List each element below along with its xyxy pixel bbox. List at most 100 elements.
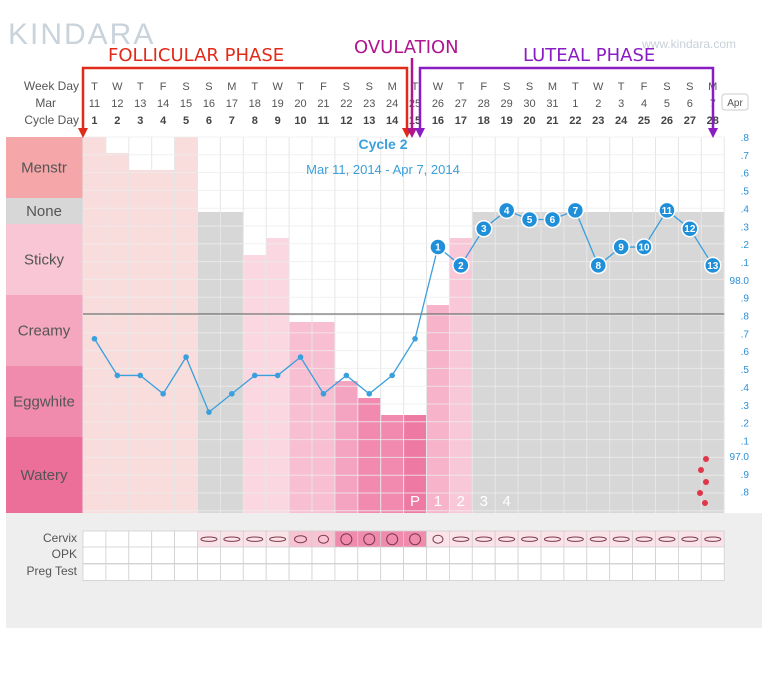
fluid-bar <box>220 212 244 513</box>
bottom-cell <box>448 546 473 564</box>
period-marker: 2 <box>457 493 465 510</box>
bottom-cell <box>128 530 153 548</box>
bottom-cell <box>265 546 290 564</box>
date-cell: 12 <box>111 98 123 110</box>
date-cell: 5 <box>664 98 670 110</box>
bottom-cell <box>403 563 427 581</box>
date-cell: 24 <box>386 98 398 110</box>
temperature-point <box>91 335 98 342</box>
temp-tick-label: .1 <box>741 436 750 447</box>
bottom-cell <box>151 546 175 564</box>
bottom-cell <box>678 563 702 581</box>
luteal-arrow-left <box>415 128 425 138</box>
fluid-bar <box>655 212 679 513</box>
bottom-cell <box>174 530 198 548</box>
date-cell: 19 <box>272 98 284 110</box>
row-band-sticky <box>6 224 83 295</box>
fluid-bar <box>609 212 633 513</box>
cervix-closed-icon <box>498 536 516 542</box>
cycle-day-cell: 2 <box>114 115 120 127</box>
cycle-day-cell: 1 <box>91 115 97 127</box>
temperature-point <box>543 210 562 229</box>
fluid-bar <box>174 137 198 513</box>
bottom-cell <box>517 546 542 564</box>
cycle-day-cell: 8 <box>252 115 258 127</box>
luteal-bracket <box>418 66 715 130</box>
bottom-cell <box>563 546 588 564</box>
bottom-cell <box>311 563 336 581</box>
temp-tick-label: .7 <box>741 151 750 162</box>
fluid-bar <box>632 212 656 513</box>
cycle-date-range: Mar 11, 2014 - Apr 7, 2014 <box>306 162 460 177</box>
cycle-day-cell: 27 <box>684 115 696 127</box>
temperature-point <box>658 201 676 220</box>
bottom-cell <box>380 546 405 564</box>
temp-tick-label: .8 <box>741 312 750 323</box>
temp-tick-label: .2 <box>741 419 750 430</box>
fluid-bar <box>357 398 381 513</box>
fluid-bar <box>472 212 496 513</box>
header-label-block <box>6 75 83 137</box>
temperature-point <box>343 372 350 379</box>
watermark-url: www.kindara.com <box>642 37 737 51</box>
bottom-row-label: Preg Test <box>27 564 78 578</box>
cycle-day-cell: 12 <box>340 115 352 127</box>
cervix-closed-icon <box>543 536 561 542</box>
temp-tick-label: 98.0 <box>730 276 750 287</box>
cycle-day-cell: 3 <box>137 115 143 127</box>
weekday-cell: M <box>388 81 397 93</box>
cycle-day-cell: 21 <box>546 115 558 127</box>
bottom-cell <box>494 546 519 564</box>
cervix-closed-icon <box>200 536 218 542</box>
bottom-cell <box>426 546 450 564</box>
fluid-bar <box>128 170 152 513</box>
date-cell: 13 <box>134 98 146 110</box>
temperature-point <box>520 210 539 229</box>
cycle-day-cell: 4 <box>160 115 167 127</box>
bottom-cell <box>448 563 473 581</box>
next-month-label: Apr <box>727 98 743 109</box>
bottom-cell <box>128 563 153 581</box>
bottom-cell <box>609 563 634 581</box>
spotting-dot <box>697 490 703 496</box>
kindara-logo: KINDARA <box>8 18 155 52</box>
weekday-cell: S <box>182 81 189 93</box>
fluid-bar <box>563 212 587 513</box>
bottom-cell <box>174 563 198 581</box>
fluid-bar <box>518 212 541 513</box>
date-cell: 3 <box>618 98 624 110</box>
bottom-cell <box>242 563 267 581</box>
bottom-cell <box>471 563 496 581</box>
bottom-cell <box>678 546 702 564</box>
bottom-cell <box>586 563 611 581</box>
temperature-point <box>320 390 327 397</box>
date-cell: 22 <box>340 98 352 110</box>
temperature-point <box>475 219 493 238</box>
cervix-open-icon <box>386 533 399 546</box>
date-cell: 31 <box>546 98 558 110</box>
weekday-cell: T <box>412 81 419 93</box>
bottom-cell <box>219 546 244 564</box>
temp-tick-label: .8 <box>741 133 750 144</box>
weekday-cell: F <box>320 81 327 93</box>
temperature-point <box>206 409 212 415</box>
date-cell: 1 <box>572 98 578 110</box>
cycle-day-cell: 25 <box>638 115 650 127</box>
temp-tick-label: .3 <box>741 401 750 412</box>
temp-tick-label: .5 <box>741 365 750 376</box>
cycle-day-cell: 13 <box>363 115 375 127</box>
bottom-cell <box>288 546 313 564</box>
weekday-cell: M <box>548 81 557 93</box>
cycle-day-cell: 19 <box>501 115 513 127</box>
bottom-cell <box>563 563 588 581</box>
bottom-cell <box>632 546 656 564</box>
date-cell: 16 <box>203 98 215 110</box>
cycle-day-cell: 5 <box>183 115 189 127</box>
temperature-point <box>497 201 516 220</box>
cervix-closed-icon <box>475 536 493 542</box>
cervix-open-icon <box>340 533 353 546</box>
post-ovulation-day-number: 8 <box>595 261 601 272</box>
fluid-bar <box>495 212 519 513</box>
cervix-open-icon <box>409 533 422 546</box>
temperature-point <box>566 201 585 220</box>
